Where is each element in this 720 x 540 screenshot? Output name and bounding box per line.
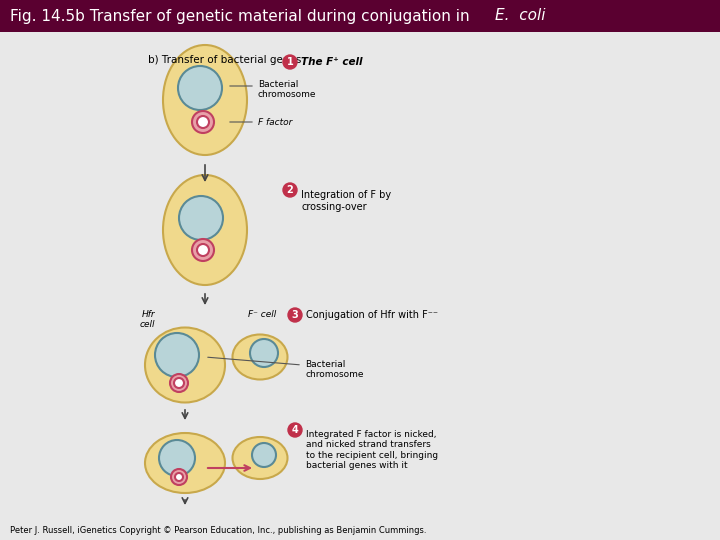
- Text: 3: 3: [292, 310, 298, 320]
- Text: Fig. 14.5b Transfer of genetic material during conjugation in: Fig. 14.5b Transfer of genetic material …: [10, 9, 474, 24]
- Circle shape: [288, 423, 302, 437]
- Circle shape: [197, 116, 209, 128]
- Text: Conjugation of Hfr with F⁻⁻: Conjugation of Hfr with F⁻⁻: [306, 310, 438, 320]
- Circle shape: [192, 239, 214, 261]
- Ellipse shape: [163, 175, 247, 285]
- Text: 1: 1: [287, 57, 293, 67]
- Circle shape: [250, 339, 278, 367]
- Ellipse shape: [145, 433, 225, 493]
- Ellipse shape: [145, 327, 225, 402]
- Circle shape: [178, 66, 222, 110]
- Ellipse shape: [233, 437, 287, 479]
- Bar: [0, 0, 720, 32]
- Ellipse shape: [163, 45, 247, 155]
- Ellipse shape: [233, 334, 287, 380]
- Text: The F⁺ cell: The F⁺ cell: [301, 57, 362, 67]
- Text: Hfr
cell: Hfr cell: [140, 310, 155, 329]
- Text: E.  coli: E. coli: [495, 9, 546, 24]
- Text: Peter J. Russell, iGenetics Copyright © Pearson Education, Inc., publishing as B: Peter J. Russell, iGenetics Copyright © …: [10, 526, 426, 535]
- Circle shape: [159, 440, 195, 476]
- Circle shape: [283, 55, 297, 69]
- Text: Bacterial
chromosome: Bacterial chromosome: [258, 80, 317, 99]
- Text: Bacterial
chromosome: Bacterial chromosome: [305, 360, 364, 380]
- Circle shape: [170, 374, 188, 392]
- Circle shape: [174, 378, 184, 388]
- Text: 4: 4: [292, 425, 298, 435]
- Text: 2: 2: [287, 185, 293, 195]
- Circle shape: [155, 333, 199, 377]
- Circle shape: [192, 111, 214, 133]
- Text: Integrated F factor is nicked,
and nicked strand transfers
to the recipient cell: Integrated F factor is nicked, and nicke…: [306, 430, 438, 470]
- Text: F⁻ cell: F⁻ cell: [248, 310, 276, 319]
- Circle shape: [283, 183, 297, 197]
- Text: b) Transfer of bacterial genes: b) Transfer of bacterial genes: [148, 55, 302, 65]
- Circle shape: [171, 469, 187, 485]
- Circle shape: [288, 308, 302, 322]
- Circle shape: [252, 443, 276, 467]
- Text: F factor: F factor: [258, 118, 292, 127]
- Circle shape: [197, 244, 209, 256]
- Circle shape: [175, 473, 183, 481]
- Text: Integration of F by
crossing-over: Integration of F by crossing-over: [301, 190, 391, 212]
- Circle shape: [179, 196, 223, 240]
